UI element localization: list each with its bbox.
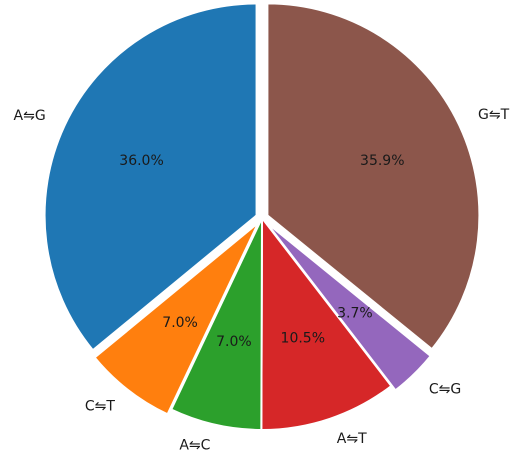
slice-percent-label: 36.0% bbox=[119, 153, 163, 169]
slice-category-label: C⇋T bbox=[85, 399, 116, 415]
slice-percent-label: 10.5% bbox=[281, 330, 325, 346]
slice-percent-label: 35.9% bbox=[360, 153, 404, 169]
slice-category-label: A⇋C bbox=[179, 437, 210, 453]
pie-slice-2 bbox=[260, 215, 393, 431]
slice-percent-label: 3.7% bbox=[337, 305, 373, 321]
slice-category-label: G⇋T bbox=[478, 107, 510, 123]
slice-category-label: A⇋T bbox=[337, 431, 367, 447]
pie-slice-3 bbox=[169, 217, 263, 432]
pie-slice-0 bbox=[266, 2, 481, 351]
pie-slices bbox=[43, 2, 481, 432]
slice-labels: G⇋T C⇋G A⇋T A⇋C C⇋T A⇋G bbox=[14, 107, 510, 453]
slice-category-label: A⇋G bbox=[14, 108, 46, 124]
slice-category-label: C⇋G bbox=[429, 381, 461, 397]
pie-slice-1 bbox=[265, 221, 433, 392]
percent-labels: 35.9% 3.7% 10.5% 7.0% 7.0% 36.0% bbox=[119, 153, 404, 350]
pie-slice-5 bbox=[43, 2, 258, 352]
pie-slice-4 bbox=[93, 221, 260, 416]
slice-percent-label: 7.0% bbox=[162, 315, 198, 331]
slice-percent-label: 7.0% bbox=[216, 334, 252, 350]
